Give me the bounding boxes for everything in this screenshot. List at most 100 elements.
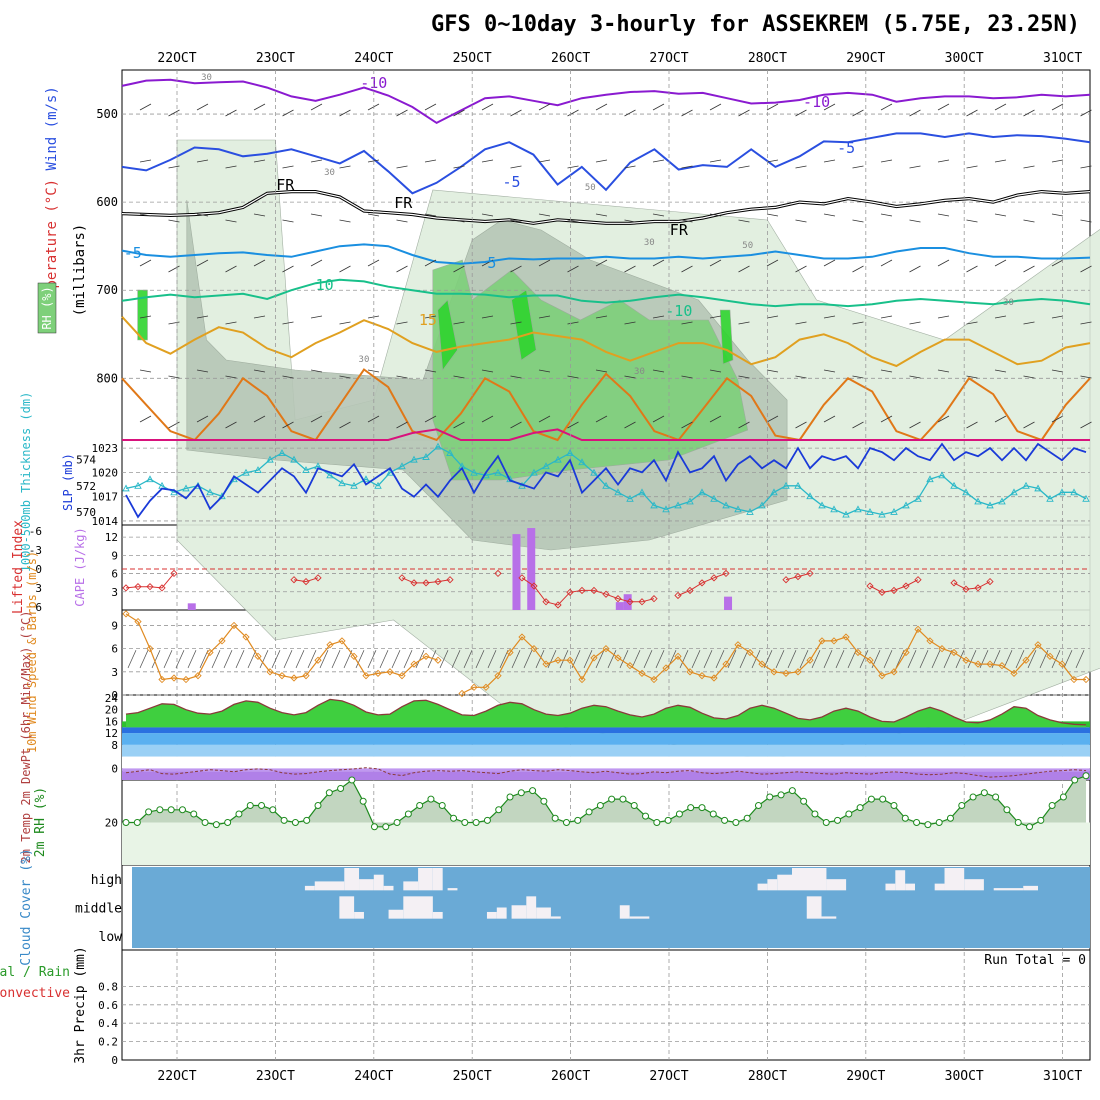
wind-barb <box>1080 219 1092 223</box>
wind-speed-marker <box>542 660 550 668</box>
rh2m-marker <box>235 810 243 818</box>
wind-barb <box>453 265 465 273</box>
wind-barb <box>168 219 180 223</box>
wind-barb <box>966 375 978 379</box>
high-cloud-block <box>905 883 915 891</box>
x-tick-label-top: 25OCT <box>453 51 492 66</box>
wind-speed-marker <box>878 672 886 680</box>
surface-wind-barb <box>775 650 785 669</box>
wind-barb <box>1051 213 1064 217</box>
middle-cloud-block <box>339 896 355 919</box>
surface-wind-barb <box>247 650 257 669</box>
surface-wind-barb <box>655 650 665 669</box>
slp-tick-label: 1023 <box>92 442 119 455</box>
rh2m-marker <box>201 819 209 826</box>
wind-barb <box>624 219 636 223</box>
wind-speed-marker <box>614 654 622 662</box>
wind-barb <box>681 219 693 223</box>
isotherm-label: -10 <box>803 93 830 111</box>
wind-speed-marker <box>746 648 754 657</box>
cloud-background <box>132 867 1090 948</box>
isotherm-label: -5 <box>124 244 142 262</box>
wind-barb <box>1080 421 1092 429</box>
rh2m-marker <box>596 802 604 809</box>
x-tick-label-bottom: 31OCT <box>1043 1069 1082 1084</box>
wind-barb <box>652 259 665 267</box>
rh2m-marker <box>664 816 672 824</box>
surface-wind-barb <box>319 650 329 669</box>
rh2m-marker <box>834 816 842 824</box>
wind-speed-marker <box>434 656 442 664</box>
wind-barb <box>880 103 893 111</box>
rh2m-marker <box>291 819 299 826</box>
wind-barb <box>567 165 579 169</box>
rh2m-marker <box>156 806 164 814</box>
wind-barb <box>538 259 551 267</box>
cape-bar <box>615 602 624 610</box>
rh2m-marker <box>246 802 254 809</box>
thickness-marker <box>866 507 874 515</box>
thickness-marker <box>998 497 1006 505</box>
rh2m-marker <box>551 814 559 822</box>
wind-barb <box>453 321 465 325</box>
li-marker <box>134 583 142 591</box>
thickness-marker <box>974 497 982 505</box>
wind-barb <box>937 415 950 423</box>
wind-speed-marker <box>986 660 994 668</box>
wind-barb <box>339 265 351 273</box>
thickness-marker <box>770 488 778 496</box>
x-tick-label-bottom: 24OCT <box>354 1069 393 1084</box>
thickness-marker <box>302 466 310 474</box>
wind-barb <box>310 213 323 217</box>
thickness-marker <box>674 501 682 509</box>
wind-barb <box>681 165 693 169</box>
wind-barb <box>196 259 209 267</box>
wind-barb <box>937 369 950 373</box>
rh2m-marker <box>698 804 706 812</box>
surface-wind-barb <box>523 650 533 669</box>
wind-barb <box>1080 321 1092 325</box>
thickness-marker <box>578 458 586 466</box>
wind-barb <box>823 315 836 319</box>
wind-barb <box>595 415 608 423</box>
surface-wind-barb <box>199 650 209 669</box>
thickness-marker <box>950 481 958 489</box>
x-tick-label-top: 27OCT <box>649 51 688 66</box>
thickness-marker <box>446 449 454 457</box>
li-marker <box>314 574 322 582</box>
wind-barb <box>1051 159 1064 163</box>
surface-wind-barb <box>187 650 197 669</box>
temp-tick-label: 8 <box>111 739 118 752</box>
thickness-tick-label: 570 <box>76 506 96 519</box>
wind-barb <box>681 375 693 379</box>
thickness-marker <box>242 468 250 476</box>
wind-speed-marker <box>938 644 946 653</box>
surface-wind-barb <box>1075 650 1085 669</box>
rh2m-marker <box>224 819 232 826</box>
li-marker <box>782 576 790 584</box>
x-tick-label-bottom: 29OCT <box>846 1069 885 1084</box>
wind-barb <box>852 219 864 223</box>
rh2m-marker <box>980 789 988 797</box>
wind-speed-marker <box>962 656 970 664</box>
wind-barb <box>282 109 294 117</box>
wind-barb <box>396 265 408 273</box>
wind-barb <box>738 165 750 169</box>
li-marker <box>146 583 154 591</box>
middle-cloud-block <box>619 905 630 919</box>
li-marker <box>794 572 802 581</box>
wind-barb <box>966 109 978 117</box>
li-tick-label: 6 <box>35 601 42 614</box>
thickness-marker <box>254 466 262 474</box>
wind-barb <box>538 213 551 217</box>
rh-contour-label: 50 <box>742 241 753 251</box>
wind-barb <box>1051 369 1064 373</box>
li-tick-label: -6 <box>29 525 42 538</box>
temp-tick-label: 0 <box>111 762 118 775</box>
li-marker <box>602 590 610 598</box>
wind-barb <box>481 213 494 217</box>
surface-wind-barb <box>415 650 425 669</box>
wind-speed-marker <box>410 660 418 668</box>
li-marker <box>290 576 298 584</box>
middle-cloud-block <box>536 907 551 919</box>
